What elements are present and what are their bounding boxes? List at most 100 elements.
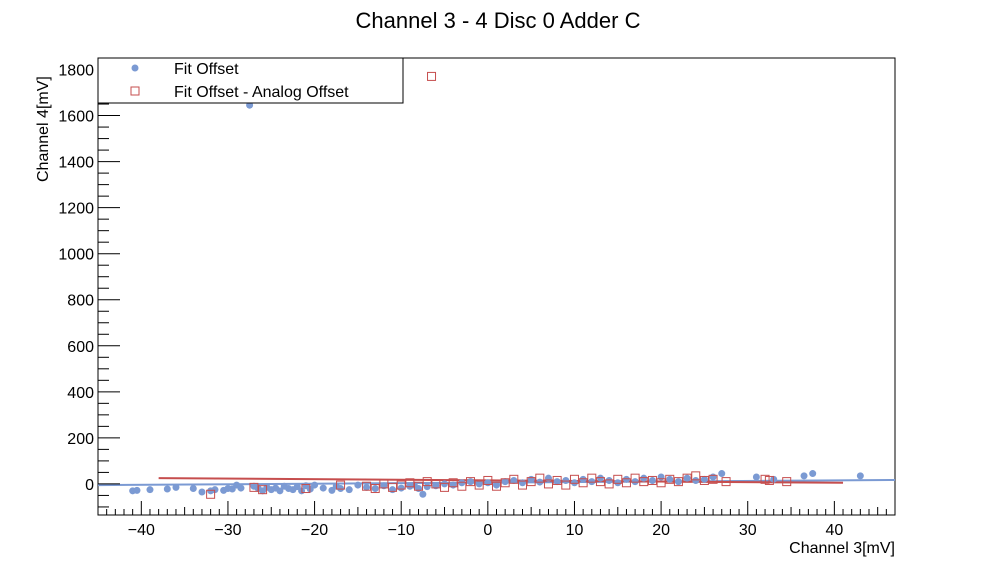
point-fit-offset — [622, 475, 630, 483]
point-analog-offset — [379, 479, 389, 489]
point-fit-offset — [133, 486, 141, 494]
point-fit-offset — [389, 486, 397, 494]
point-analog-offset — [764, 475, 774, 485]
point-analog-offset — [396, 480, 406, 490]
point-fit-offset — [198, 488, 206, 496]
point-analog-offset — [500, 478, 510, 488]
point-analog-offset — [336, 480, 346, 490]
point-fit-offset — [319, 484, 327, 492]
point-fit-offset — [371, 485, 379, 493]
point-fit-offset — [605, 476, 613, 484]
y-axis-label: Channel 4[mV] — [35, 76, 52, 182]
point-fit-offset — [614, 479, 622, 487]
legend-marker-fit-offset — [131, 64, 139, 72]
x-tick-label: 10 — [566, 522, 584, 539]
point-fit-offset — [709, 473, 717, 481]
y-tick-label: 1800 — [58, 63, 94, 80]
point-fit-offset — [510, 476, 518, 484]
x-axis: −40 −30 −20 −10 0 10 20 30 40 — [97, 501, 896, 539]
point-fit-offset — [419, 490, 427, 498]
point-analog-offset — [509, 474, 519, 484]
point-analog-offset — [656, 478, 666, 488]
point-fit-offset — [553, 478, 561, 486]
y-tick-label: 800 — [67, 293, 94, 310]
point-analog-offset — [552, 475, 562, 485]
point-fit-offset — [484, 479, 492, 487]
point-fit-offset — [752, 473, 760, 481]
point-analog-offset — [782, 477, 792, 487]
point-analog-offset — [258, 485, 268, 495]
x-tick-label: 30 — [739, 522, 757, 539]
point-fit-offset — [588, 478, 596, 486]
point-fit-offset — [666, 475, 674, 483]
point-fit-offset — [674, 478, 682, 486]
point-fit-offset — [648, 476, 656, 484]
point-fit-offset — [293, 483, 301, 491]
x-tick-label: −40 — [128, 522, 155, 539]
point-fit-offset — [570, 479, 578, 487]
point-fit-offset — [700, 475, 708, 483]
point-fit-offset — [809, 470, 817, 478]
point-analog-offset — [431, 479, 441, 489]
point-fit-offset — [579, 475, 587, 483]
point-fit-offset — [172, 483, 180, 491]
point-fit-offset — [163, 485, 171, 493]
legend: Fit Offset Fit Offset - Analog Offset — [97, 57, 404, 104]
point-fit-offset — [337, 485, 345, 493]
point-analog-offset — [301, 484, 311, 494]
y-tick-label: 400 — [67, 385, 94, 402]
point-analog-offset — [370, 484, 380, 494]
point-fit-offset — [800, 472, 808, 480]
point-analog-offset — [708, 474, 718, 484]
point-analog-offset — [388, 482, 398, 492]
point-fit-offset — [237, 484, 245, 492]
point-analog-offset — [483, 475, 493, 485]
point-analog-offset — [249, 482, 259, 492]
y-tick-label: 1000 — [58, 247, 94, 264]
point-fit-offset — [640, 474, 648, 482]
point-analog-offset — [647, 475, 657, 485]
x-tick-label: 0 — [483, 522, 492, 539]
point-fit-offset — [354, 481, 362, 489]
point-fit-offset — [189, 485, 197, 493]
point-analog-offset — [535, 473, 545, 483]
point-analog-offset — [587, 473, 597, 483]
point-fit-offset — [475, 480, 483, 488]
point-fit-offset — [631, 478, 639, 486]
point-analog-offset — [721, 477, 731, 487]
x-tick-label: −30 — [214, 522, 241, 539]
point-analog-offset — [691, 471, 701, 481]
data-points — [129, 71, 864, 499]
point-fit-offset — [397, 484, 405, 492]
point-fit-offset — [856, 472, 864, 480]
plot-frame — [97, 57, 896, 516]
point-analog-offset — [604, 479, 614, 489]
x-tick-label: −20 — [301, 522, 328, 539]
x-axis-label: Channel 3[mV] — [789, 540, 895, 557]
point-fit-offset — [311, 481, 319, 489]
point-fit-offset — [458, 479, 466, 487]
point-analog-offset — [414, 481, 424, 491]
point-fit-offset — [501, 478, 509, 486]
point-fit-offset — [211, 486, 219, 494]
legend-label-fit-offset: Fit Offset — [174, 61, 239, 78]
point-fit-offset — [467, 478, 475, 486]
point-analog-offset — [517, 480, 527, 490]
y-tick-label: 600 — [67, 339, 94, 356]
point-analog-offset — [569, 474, 579, 484]
point-fit-offset — [449, 481, 457, 489]
point-fit-offset — [596, 474, 604, 482]
point-analog-offset — [561, 480, 571, 490]
point-analog-offset — [595, 477, 605, 487]
point-fit-offset — [518, 479, 526, 487]
point-fit-offset — [146, 486, 154, 494]
point-analog-offset — [466, 477, 476, 487]
y-tick-label: 1400 — [58, 155, 94, 172]
point-fit-offset — [544, 474, 552, 482]
point-analog-offset — [699, 475, 709, 485]
point-analog-offset — [492, 481, 501, 491]
point-analog-offset — [665, 474, 675, 484]
point-fit-offset — [345, 486, 353, 494]
point-fit-offset — [493, 481, 500, 489]
